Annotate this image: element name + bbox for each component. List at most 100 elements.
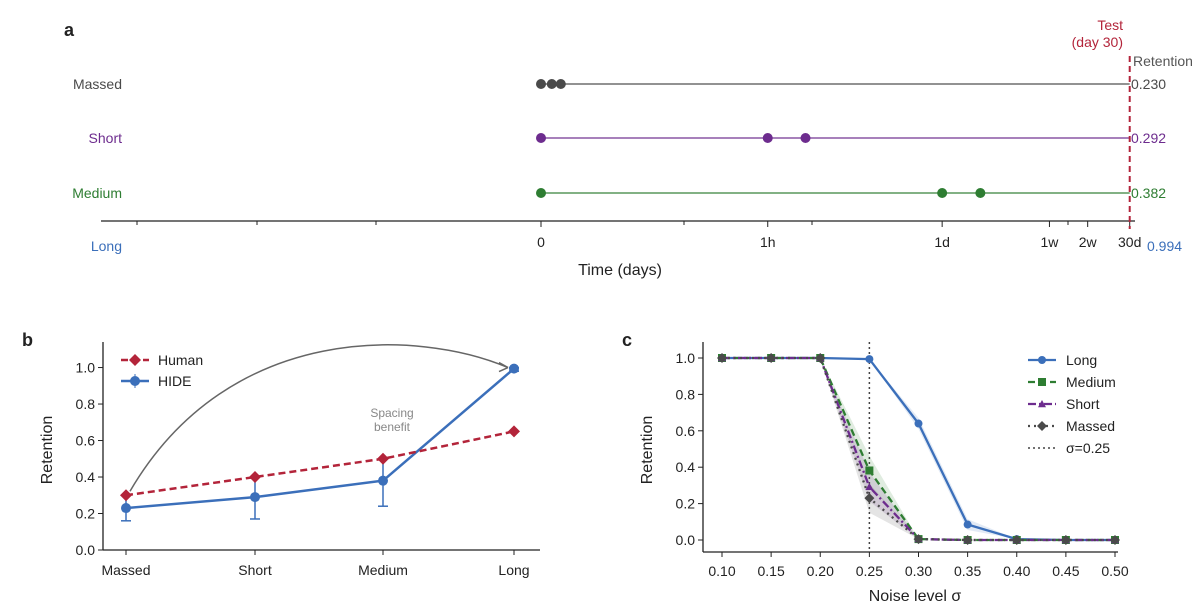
legend-label: Human — [158, 352, 203, 368]
legend-label: Massed — [1066, 418, 1115, 434]
data-point-massed — [1011, 535, 1022, 545]
data-point-human — [120, 489, 132, 502]
x-tick-label: 0.25 — [856, 563, 883, 579]
row-label-short: Short — [89, 130, 123, 146]
legend-label: Long — [1066, 352, 1097, 368]
data-point-massed — [1110, 535, 1120, 545]
data-point-long — [963, 520, 972, 529]
retention-header: Retention — [1133, 53, 1193, 69]
session-dot — [546, 79, 557, 89]
x-tick-label: 1w — [1040, 234, 1059, 250]
panel-c-label: c — [622, 330, 632, 350]
y-tick-label: 0.2 — [76, 506, 96, 522]
session-dot — [555, 79, 566, 89]
retention-value-medium: 0.382 — [1131, 185, 1166, 201]
test-label-line2: (day 30) — [1072, 34, 1123, 50]
ci-band-long — [722, 358, 1115, 540]
data-point-medium — [865, 466, 874, 475]
x-tick-label: 0.35 — [954, 563, 981, 579]
panel-c: c Retention Noise level σ 0.0 0.2 0.4 0.6 0.… — [622, 330, 1129, 605]
legend-label: σ=0.25 — [1066, 440, 1110, 456]
x-tick-label: Massed — [101, 562, 150, 578]
data-point-hide — [378, 475, 388, 486]
panel-b-label: b — [22, 330, 33, 350]
row-label-medium: Medium — [72, 185, 122, 201]
legend-marker — [1038, 378, 1046, 386]
data-point-hide — [509, 363, 519, 374]
x-tick-label: 0.40 — [1003, 563, 1030, 579]
y-tick-label: 1.0 — [676, 350, 696, 366]
legend-marker — [1038, 400, 1046, 408]
x-tick-label: 0 — [537, 234, 545, 250]
series-line-human — [125, 430, 515, 497]
legend-marker — [1038, 356, 1046, 364]
ci-band-medium — [722, 358, 1115, 540]
y-tick-label: 0.4 — [76, 469, 96, 485]
legend-label: Short — [1066, 396, 1100, 412]
x-tick-label: 1d — [934, 234, 950, 250]
x-tick-label: 2w — [1079, 234, 1098, 250]
series-line-long — [722, 356, 1115, 542]
session-dot — [937, 188, 948, 198]
panel-a-label: a — [64, 20, 75, 40]
ci-band-short — [722, 358, 1115, 540]
panel-a-xlabel: Time (days) — [578, 262, 662, 279]
x-tick-label: Short — [238, 562, 272, 578]
test-label-line1: Test — [1097, 17, 1123, 33]
legend-label: HIDE — [158, 373, 191, 389]
data-point-massed — [815, 353, 826, 363]
legend-marker — [129, 354, 141, 366]
x-tick-label: 0.20 — [807, 563, 834, 579]
data-point-human — [508, 425, 520, 438]
panel-c-ylabel: Retention — [639, 416, 656, 485]
data-point-human — [377, 452, 389, 465]
retention-value-massed: 0.230 — [1131, 76, 1166, 92]
data-point-massed — [1060, 535, 1071, 545]
data-point-massed — [717, 353, 727, 363]
data-point-long — [914, 419, 923, 428]
retention-value-short: 0.292 — [1131, 130, 1166, 146]
data-point-human — [249, 471, 261, 484]
session-dot — [536, 79, 546, 89]
x-tick-label: 1h — [760, 234, 776, 250]
y-tick-label: 0.0 — [76, 542, 96, 558]
arrowhead-icon — [498, 361, 509, 373]
legend-label: Medium — [1066, 374, 1116, 390]
series-line-hide — [125, 367, 515, 510]
session-dot — [536, 188, 546, 198]
series-line-short — [722, 356, 1115, 542]
data-point-short — [865, 482, 874, 491]
series-line-massed — [722, 356, 1115, 542]
x-tick-label: Long — [498, 562, 529, 578]
y-tick-label: 0.8 — [76, 396, 96, 412]
row-label-massed: Massed — [73, 76, 122, 92]
data-point-massed — [864, 493, 875, 504]
row-label-long: Long — [91, 238, 122, 254]
retention-value-long: 0.994 — [1147, 238, 1182, 254]
x-tick-label: Medium — [358, 562, 408, 578]
data-point-hide — [121, 503, 131, 514]
x-tick-label: 0.50 — [1101, 563, 1128, 579]
y-tick-label: 0.6 — [76, 433, 96, 449]
y-tick-label: 0.0 — [676, 532, 696, 548]
legend-marker — [130, 376, 140, 386]
y-tick-label: 0.2 — [676, 496, 696, 512]
y-tick-label: 0.8 — [676, 386, 696, 402]
data-point-hide — [250, 492, 260, 503]
y-tick-label: 1.0 — [76, 360, 96, 376]
data-point-massed — [913, 534, 924, 545]
data-point-long — [865, 355, 874, 364]
annotation-line2: benefit — [374, 420, 411, 434]
x-tick-label: 0.30 — [905, 563, 932, 579]
series-line-medium — [722, 356, 1115, 542]
data-point-massed — [766, 353, 777, 363]
panel-c-xlabel: Noise level σ — [869, 588, 962, 605]
session-dot — [800, 133, 811, 143]
panel-b: b Retention Spacing benefit 0.0 0.2 0.4 0.6… — [22, 330, 540, 578]
spacing-benefit-arrow — [129, 344, 509, 492]
x-tick-label: 0.10 — [708, 563, 735, 579]
session-dot — [536, 133, 546, 143]
x-tick-label: 0.15 — [758, 563, 785, 579]
y-tick-label: 0.4 — [676, 459, 696, 475]
